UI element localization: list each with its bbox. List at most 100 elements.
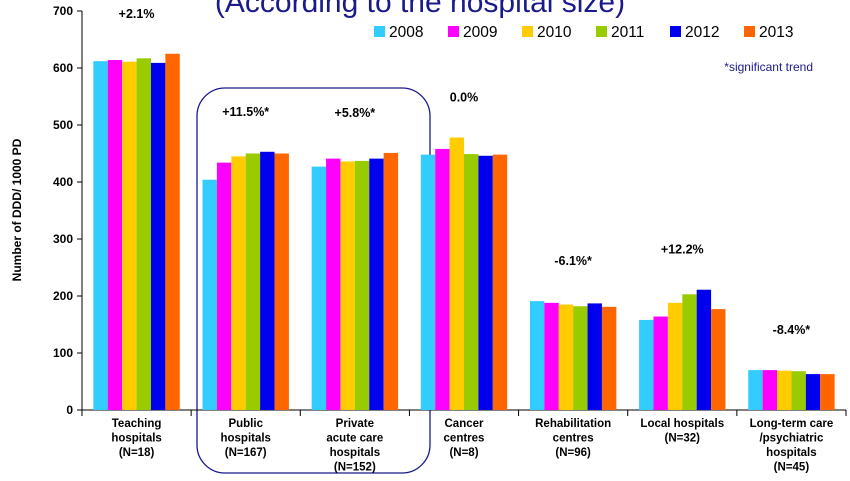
trend-label: -6.1%* <box>554 254 592 268</box>
bar-2011-cat5 <box>682 294 697 410</box>
legend-label-2010: 2010 <box>537 24 572 41</box>
bar-2012-cat4 <box>587 303 602 410</box>
bar-2008-cat4 <box>529 301 545 410</box>
bar-2009-cat3 <box>435 148 450 410</box>
x-category-label: Public hospitals (N=167) <box>220 418 270 459</box>
bar-2009-cat2 <box>326 158 341 410</box>
x-category-label-line: (N=167) <box>225 447 267 459</box>
x-category-label-line: acute care <box>326 433 383 445</box>
legend-label-2013: 2013 <box>759 24 793 41</box>
bar-2010-cat1 <box>231 156 246 410</box>
bar-2011-cat1 <box>245 153 261 410</box>
bar-2011-cat4 <box>573 306 588 410</box>
chart-title: (According to the hospital size) <box>215 0 625 19</box>
bar-2008-cat5 <box>639 319 654 410</box>
bar-2011-cat2 <box>354 160 370 410</box>
bar-2012-cat3 <box>478 155 493 410</box>
significant-trend-note: *significant trend <box>724 60 813 74</box>
bar-2008-cat6 <box>748 370 763 410</box>
bar-2013-cat6 <box>820 374 835 410</box>
x-category-label-line: Rehabilitation <box>535 418 611 430</box>
y-tick-label: 0 <box>66 403 73 417</box>
x-category-label: Local hospitals (N=32) <box>640 418 724 445</box>
trend-label: -8.4%* <box>773 323 811 337</box>
bar-2012-cat1 <box>260 151 275 411</box>
y-tick-label: 300 <box>53 232 73 246</box>
trend-label: +11.5%* <box>222 105 269 119</box>
bar-2010-cat6 <box>777 370 792 410</box>
x-category-label-line: (N=32) <box>665 433 701 445</box>
trend-label: +2.1% <box>119 7 155 21</box>
x-category-label: Long-term care/psychiatric hospitals (N=45… <box>750 418 834 474</box>
x-axis-category-labels: Teaching hospitals (N=18) Public hospitals (N… <box>111 418 833 474</box>
bar-2009-cat1 <box>216 162 232 410</box>
bar-2011-cat0 <box>136 58 151 411</box>
bar-2013-cat1 <box>274 153 289 410</box>
bar-2012-cat5 <box>696 289 712 410</box>
bar-2010-cat3 <box>449 137 464 411</box>
legend-label-2011: 2011 <box>611 24 644 41</box>
legend-label-2009: 2009 <box>463 24 497 41</box>
bar-2012-cat6 <box>805 374 821 410</box>
y-tick-label: 100 <box>53 346 73 360</box>
y-axis-label: Number of DDD/ 1000 PD <box>10 138 24 281</box>
legend-swatch-2009 <box>448 26 459 37</box>
legend: 2008 2009 2010 2011 2012 2013 <box>374 24 793 41</box>
x-category-label-line: centres <box>444 433 485 445</box>
bar-2010-cat4 <box>558 304 574 410</box>
x-category-label-line: Public <box>228 418 263 430</box>
y-tick-label: 400 <box>53 175 73 189</box>
bar-2008-cat0 <box>93 61 108 410</box>
y-tick-label: 700 <box>53 4 73 18</box>
trend-label: +5.8%* <box>335 106 376 120</box>
bar-2009-cat5 <box>653 316 668 410</box>
bar-2009-cat4 <box>544 302 559 410</box>
legend-label-2008: 2008 <box>389 24 423 41</box>
x-category-label-line: Cancer <box>445 418 485 430</box>
y-tick-label: 600 <box>53 61 73 75</box>
x-category-label-line: (N=45) <box>774 462 810 474</box>
legend-swatch-2012 <box>670 26 681 37</box>
x-category-label-line: hospitals <box>111 433 161 445</box>
bar-2013-cat2 <box>383 152 399 410</box>
x-category-label-line: (N=8) <box>449 447 478 459</box>
x-category-label-line: Private <box>336 418 374 430</box>
x-category-label-line: Teaching <box>112 418 162 430</box>
bar-2010-cat5 <box>667 302 683 410</box>
x-category-label-line: Long-term care <box>750 418 834 430</box>
bar-2012-cat2 <box>369 158 384 410</box>
x-category-label-line: /psychiatric <box>759 433 824 445</box>
x-category-label: Rehabilitation centres (N=96) <box>535 418 611 459</box>
bars <box>93 53 835 411</box>
legend-swatch-2011 <box>596 26 607 37</box>
x-category-label: Private acute care hospitals (N=152) <box>326 418 383 474</box>
x-category-label-line: Local hospitals <box>640 418 724 430</box>
x-category-label-line: (N=96) <box>555 447 591 459</box>
bar-2010-cat2 <box>340 161 355 410</box>
bar-2011-cat6 <box>791 371 806 410</box>
bar-2013-cat0 <box>165 53 180 410</box>
bar-2008-cat1 <box>202 179 217 410</box>
legend-label-2012: 2012 <box>685 24 719 41</box>
bar-2013-cat3 <box>492 154 508 410</box>
x-category-label-line: hospitals <box>220 433 270 445</box>
y-tick-label: 200 <box>53 289 73 303</box>
x-category-label-line: (N=152) <box>334 462 376 474</box>
bar-2010-cat0 <box>122 61 137 410</box>
legend-swatch-2010 <box>522 26 533 37</box>
bar-2011-cat3 <box>464 154 479 410</box>
x-category-label: Cancer centres (N=8) <box>444 418 485 459</box>
bar-2008-cat3 <box>420 154 436 410</box>
bar-2012-cat0 <box>150 62 166 411</box>
x-category-label-line: centres <box>553 433 594 445</box>
x-category-label: Teaching hospitals (N=18) <box>111 418 161 459</box>
x-category-label-line: hospitals <box>766 447 816 459</box>
trend-label: +12.2% <box>661 243 704 257</box>
trend-label: 0.0% <box>450 91 479 105</box>
bar-2009-cat6 <box>762 370 778 410</box>
bar-2013-cat4 <box>601 306 617 410</box>
x-category-label-line: (N=18) <box>119 447 155 459</box>
trend-labels: +2.1% +11.5%* +5.8%* 0.0% -6.1%* +12.2% -8.4%* <box>119 7 811 337</box>
bar-2009-cat0 <box>107 60 123 411</box>
